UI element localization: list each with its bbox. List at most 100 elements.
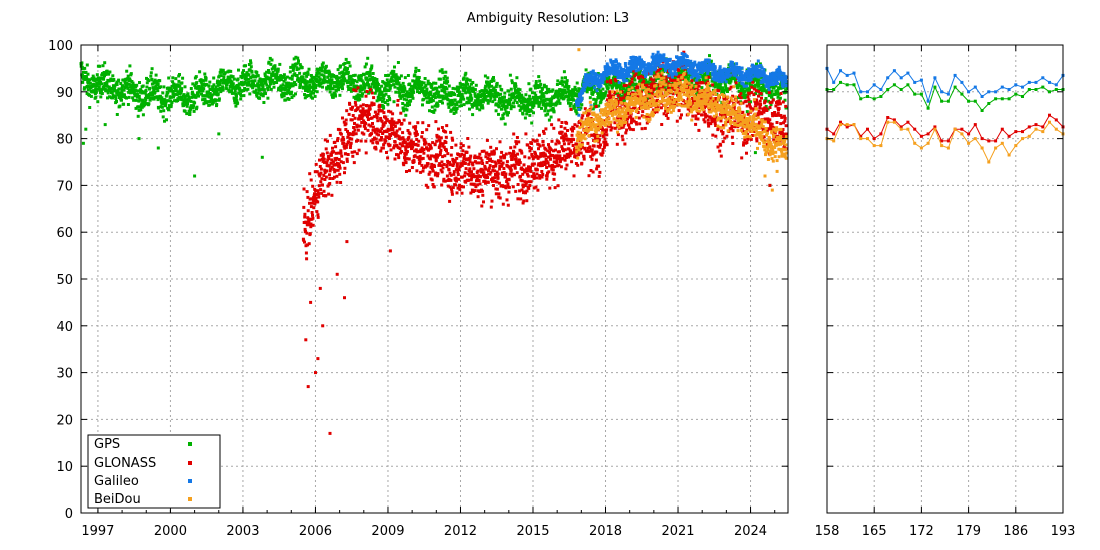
data-point: [359, 78, 362, 82]
data-point: [404, 148, 408, 152]
data-point: [651, 92, 654, 96]
data-point: [577, 153, 581, 157]
data-point: [327, 164, 331, 168]
data-point: [722, 91, 726, 94]
data-point: [504, 175, 507, 179]
data-point: [625, 86, 629, 90]
data-point: [652, 86, 656, 90]
data-point: [472, 183, 476, 187]
data-point: [500, 88, 504, 92]
data-point: [594, 158, 598, 162]
data-point: [424, 141, 428, 145]
data-point: [778, 96, 782, 100]
data-point: [434, 171, 438, 175]
data-point: [607, 77, 611, 81]
data-point: [308, 83, 312, 87]
data-point: [218, 81, 222, 85]
data-point: [749, 100, 753, 104]
data-point: [386, 102, 390, 106]
data-point: [495, 147, 498, 151]
data-point: [608, 83, 612, 87]
data-point: [530, 100, 534, 104]
data-point: [395, 121, 399, 125]
data-point: [110, 86, 114, 90]
data-point: [147, 102, 151, 106]
data-point: [497, 161, 501, 165]
data-point: [144, 98, 148, 102]
data-point: [598, 134, 602, 138]
data-point: [205, 93, 209, 97]
data-point: [267, 60, 271, 64]
data-point: [290, 90, 294, 94]
data-point: [290, 74, 294, 78]
data-point: [511, 185, 515, 189]
data-point: [605, 84, 609, 88]
data-point: [784, 106, 788, 110]
data-point: [365, 76, 369, 80]
data-point: [739, 87, 743, 91]
data-point: [603, 92, 607, 96]
data-point: [501, 173, 505, 176]
data-point: [159, 109, 163, 113]
data-point: [359, 139, 363, 143]
data-point: [202, 87, 206, 91]
data-point: [123, 81, 127, 85]
data-point: [632, 119, 636, 123]
data-point: [492, 86, 496, 90]
data-point: [382, 123, 386, 127]
data-point: [117, 78, 121, 82]
data-point: [528, 113, 532, 117]
data-point: [591, 107, 595, 111]
data-point: [405, 170, 408, 173]
data-point: [156, 89, 160, 93]
data-point: [83, 77, 87, 81]
data-point: [266, 88, 270, 92]
data-point: [341, 116, 344, 120]
data-point: [773, 93, 777, 96]
data-point: [486, 76, 490, 80]
data-point: [440, 164, 443, 168]
data-point: [443, 81, 446, 85]
data-point: [659, 106, 663, 110]
data-point: [331, 94, 335, 97]
data-point: [492, 184, 495, 187]
data-point: [437, 90, 441, 94]
data-point: [413, 127, 417, 131]
data-point: [474, 83, 478, 87]
data-point: [619, 81, 623, 85]
data-point: [306, 195, 310, 199]
data-point: [451, 101, 455, 105]
data-point: [313, 89, 317, 93]
data-point: [375, 78, 379, 81]
data-point: [187, 95, 191, 99]
data-point: [754, 92, 758, 96]
data-point: [543, 109, 547, 113]
data-point: [350, 107, 354, 111]
data-point: [183, 85, 187, 89]
data-point: [443, 90, 447, 94]
data-point: [470, 176, 474, 180]
data-point: [509, 168, 513, 172]
data-point: [516, 183, 520, 186]
data-point: [762, 86, 766, 89]
data-point: [448, 163, 452, 167]
data-point: [304, 83, 308, 87]
data-point: [382, 130, 386, 133]
data-point: [331, 95, 335, 99]
data-point: [731, 77, 735, 81]
data-point: [470, 170, 473, 174]
data-point: [580, 103, 584, 107]
data-point: [430, 105, 434, 109]
data-point: [551, 164, 554, 167]
data-point: [376, 95, 380, 99]
data-point: [530, 121, 534, 125]
data-point: [455, 101, 459, 105]
data-point: [518, 108, 522, 112]
data-point: [484, 181, 487, 185]
data-point: [605, 80, 609, 84]
data-point: [518, 92, 522, 96]
data-point: [422, 148, 426, 151]
data-point: [232, 86, 236, 90]
data-point: [422, 97, 426, 101]
data-point: [521, 185, 525, 189]
